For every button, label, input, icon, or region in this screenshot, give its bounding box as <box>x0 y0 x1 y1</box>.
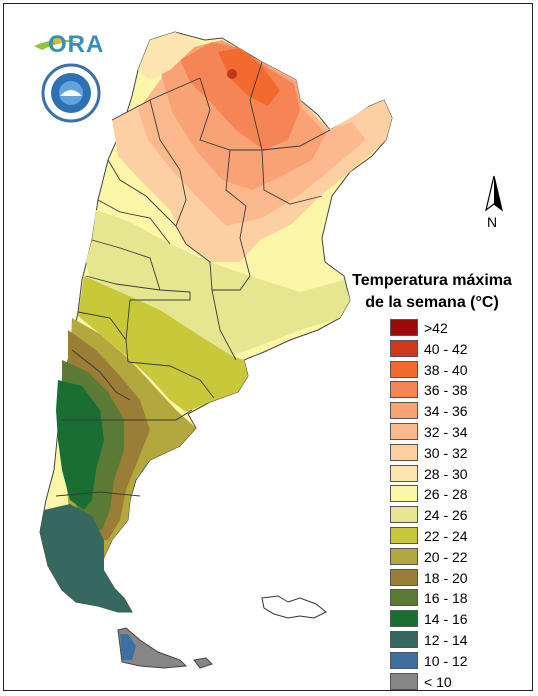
legend-swatch <box>390 422 418 440</box>
legend-swatch <box>390 651 418 669</box>
legend-swatch <box>390 485 418 503</box>
legend-swatch <box>390 464 418 482</box>
legend-swatch <box>390 360 418 378</box>
legend-label: 38 - 40 <box>424 361 468 378</box>
legend-title-line2: de la semana (°C) <box>365 294 499 311</box>
zone-28-30-north <box>138 32 200 80</box>
north-label: N <box>487 214 498 230</box>
legend-label: 18 - 20 <box>424 569 468 586</box>
legend-swatch <box>390 589 418 607</box>
legend-label: 16 - 18 <box>424 590 468 607</box>
legend-swatch <box>390 547 418 565</box>
zone-36-38 <box>180 42 300 150</box>
north-arrow-icon <box>485 175 503 212</box>
legend-title-line1: Temperatura máxima <box>352 272 512 289</box>
legend-label: 28 - 30 <box>424 465 468 482</box>
legend-label: 30 - 32 <box>424 444 468 461</box>
legend-label: 24 - 26 <box>424 507 468 524</box>
hotspot-40-42 <box>227 69 237 79</box>
legend-label: 32 - 34 <box>424 423 468 440</box>
ora-logo <box>34 36 80 50</box>
legend-title: Temperatura máxima de la semana (°C) <box>338 270 526 314</box>
legend-swatch <box>390 568 418 586</box>
province-boundaries <box>55 61 331 497</box>
zone-38-40 <box>218 48 280 106</box>
legend-label: >42 <box>424 320 448 336</box>
legend-swatch <box>390 443 418 461</box>
legend-swatch <box>390 526 418 544</box>
tierra-del-fuego <box>117 627 188 669</box>
legend-label: 40 - 42 <box>424 340 468 357</box>
legend-label: 22 - 24 <box>424 527 468 544</box>
legend-swatch <box>390 381 418 399</box>
legend-label: 20 - 22 <box>424 548 468 565</box>
tierra-del-fuego-cold <box>120 634 136 660</box>
legend-label: 34 - 36 <box>424 403 468 420</box>
smn-seal <box>41 63 101 123</box>
zone-22-24 <box>78 276 248 412</box>
legend-swatch <box>390 610 418 628</box>
zone-14-16 <box>56 380 104 510</box>
legend-swatch <box>390 402 418 420</box>
legend-label: 36 - 38 <box>424 382 468 399</box>
legend-label: 14 - 16 <box>424 611 468 628</box>
tierra-del-fuego-east <box>193 657 213 669</box>
legend-swatch <box>390 506 418 524</box>
legend-label: 26 - 28 <box>424 486 468 503</box>
legend-label: < 10 <box>424 673 452 690</box>
ora-logo-text: ORA <box>48 31 105 58</box>
legend-swatch <box>390 630 418 648</box>
legend-label: 12 - 14 <box>424 631 468 648</box>
zone-24-26 <box>86 210 350 356</box>
legend-swatch <box>390 319 418 336</box>
legend-swatch <box>390 672 418 690</box>
legend-label: 10 - 12 <box>424 652 468 669</box>
legend-swatch <box>390 339 418 357</box>
zone-12-14 <box>40 504 132 612</box>
islas-malvinas <box>261 595 327 619</box>
